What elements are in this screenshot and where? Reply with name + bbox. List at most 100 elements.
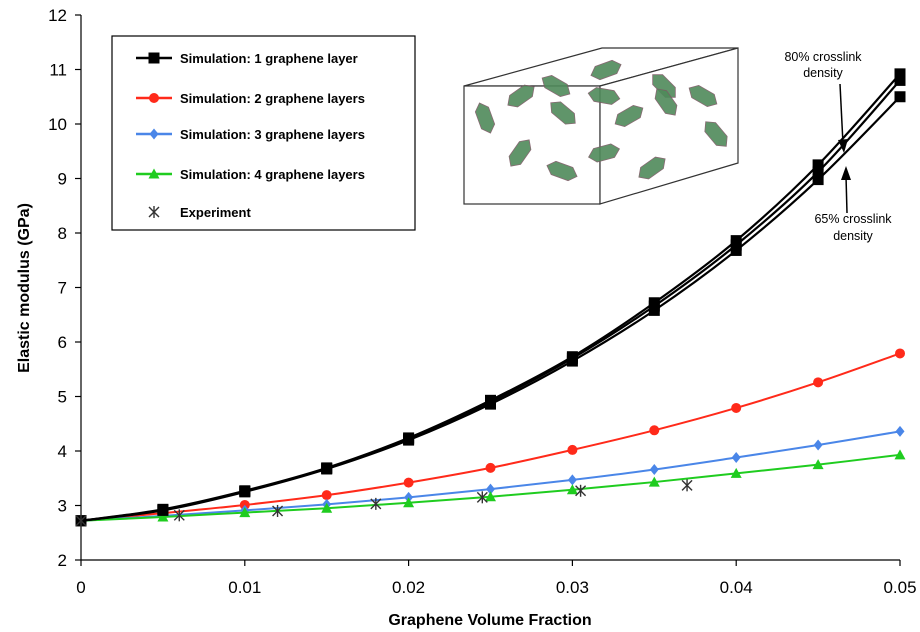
graphene-flake	[474, 102, 496, 134]
data-point	[485, 398, 496, 410]
data-point	[895, 425, 905, 437]
legend-entry: Experiment	[148, 205, 251, 220]
graphene-flake	[587, 87, 621, 105]
data-point	[812, 159, 824, 171]
y-axis-title: Elastic modulus (GPa)	[16, 203, 33, 373]
legend-marker	[149, 93, 159, 103]
data-point	[894, 449, 906, 460]
experiment-point	[681, 479, 693, 492]
x-tick-label: 0.05	[883, 578, 916, 597]
data-point	[403, 434, 415, 446]
graphene-flake	[550, 101, 576, 125]
axes: 2 3 4 5 6 7 8 9 10 11 12 0 0.01 0.02 0.03 0.04 0.05	[48, 6, 916, 597]
data-point	[485, 462, 496, 473]
data-point	[567, 444, 578, 455]
x-axis-title: Graphene Volume Fraction	[388, 612, 591, 629]
legend-label: Simulation: 1 graphene layer	[180, 51, 358, 66]
graphene-flake	[541, 75, 571, 97]
y-tick-label: 8	[58, 224, 67, 243]
annotation-line: density	[833, 229, 873, 243]
experiment-point	[272, 504, 284, 517]
data-point	[895, 348, 905, 359]
cube-side-face	[599, 47, 739, 205]
y-tick-label: 9	[58, 170, 67, 189]
experiment-point	[173, 509, 185, 522]
experiment-point	[370, 497, 382, 510]
legend-entry: Simulation: 3 graphene layers	[136, 127, 365, 142]
data-point	[239, 486, 251, 498]
data-point	[894, 91, 906, 103]
legend-label: Simulation: 3 graphene layers	[180, 127, 365, 142]
x-tick-label: 0	[76, 578, 85, 597]
experiment-point	[476, 491, 488, 504]
data-point	[157, 504, 169, 516]
graphene-flake	[508, 139, 532, 167]
series-line	[80, 430, 901, 522]
annotation-line: 65% crosslink	[814, 212, 892, 226]
data-point	[731, 452, 741, 464]
y-tick-label: 7	[58, 279, 67, 298]
data-point	[486, 483, 495, 495]
annotation-arrowhead	[838, 139, 848, 153]
data-point	[731, 402, 742, 413]
y-tick-label: 3	[58, 497, 67, 516]
y-tick-label: 2	[58, 551, 67, 570]
data-point	[813, 377, 824, 388]
experiment-series	[75, 479, 693, 527]
data-point	[649, 425, 660, 436]
annotation-arrowhead	[841, 166, 851, 180]
data-point	[648, 476, 660, 487]
data-point	[403, 497, 415, 508]
legend-marker	[148, 52, 160, 64]
graphene-flake	[587, 143, 621, 163]
data-point	[321, 502, 333, 513]
data-point	[812, 174, 824, 186]
legend-entry: Simulation: 1 graphene layer	[136, 51, 358, 66]
data-point	[566, 484, 578, 495]
legend-marker	[148, 206, 160, 218]
legend-entry: Simulation: 4 graphene layers	[136, 167, 365, 182]
annotation-arrow	[839, 83, 844, 145]
experiment-point	[75, 514, 87, 527]
data-point	[567, 474, 577, 486]
data-point	[894, 74, 906, 86]
y-tick-label: 6	[58, 333, 67, 352]
legend-entry: Simulation: 2 graphene layers	[136, 91, 365, 106]
cube-front-face	[463, 85, 601, 205]
annotation-arrow	[845, 175, 848, 214]
data-point	[812, 459, 824, 470]
legend-label: Experiment	[180, 205, 251, 220]
experiment-point	[575, 484, 587, 497]
graphene-flake	[688, 85, 718, 107]
plot-area	[75, 68, 906, 527]
annotation-line: density	[803, 66, 843, 80]
graphene-flake	[507, 84, 535, 108]
data-point	[566, 355, 578, 367]
data-point	[321, 463, 333, 475]
inset-illustration	[463, 47, 739, 205]
annotations: 80% crosslink density 65% crosslink density	[784, 50, 892, 243]
data-point	[730, 244, 742, 256]
series-3	[75, 91, 906, 527]
x-tick-label: 0.03	[556, 578, 589, 597]
graphene-flake	[704, 121, 728, 147]
data-point	[649, 464, 659, 476]
legend-label: Simulation: 4 graphene layers	[180, 167, 365, 182]
data-point	[239, 507, 251, 518]
y-tick-label: 11	[49, 61, 67, 80]
graphene-flake	[638, 156, 666, 180]
data-point	[321, 490, 332, 501]
data-point	[157, 511, 169, 522]
legend-marker	[149, 128, 159, 140]
y-tick-label: 5	[58, 388, 67, 407]
y-tick-label: 12	[48, 6, 67, 25]
data-point	[730, 467, 742, 478]
x-tick-label: 0.04	[720, 578, 753, 597]
legend: Simulation: 1 graphene layer Simulation: …	[111, 35, 416, 231]
graphene-flake	[654, 88, 678, 116]
y-tick-label: 4	[58, 442, 67, 461]
legend-marker	[148, 168, 160, 179]
data-point	[485, 491, 496, 502]
data-point	[894, 68, 906, 80]
